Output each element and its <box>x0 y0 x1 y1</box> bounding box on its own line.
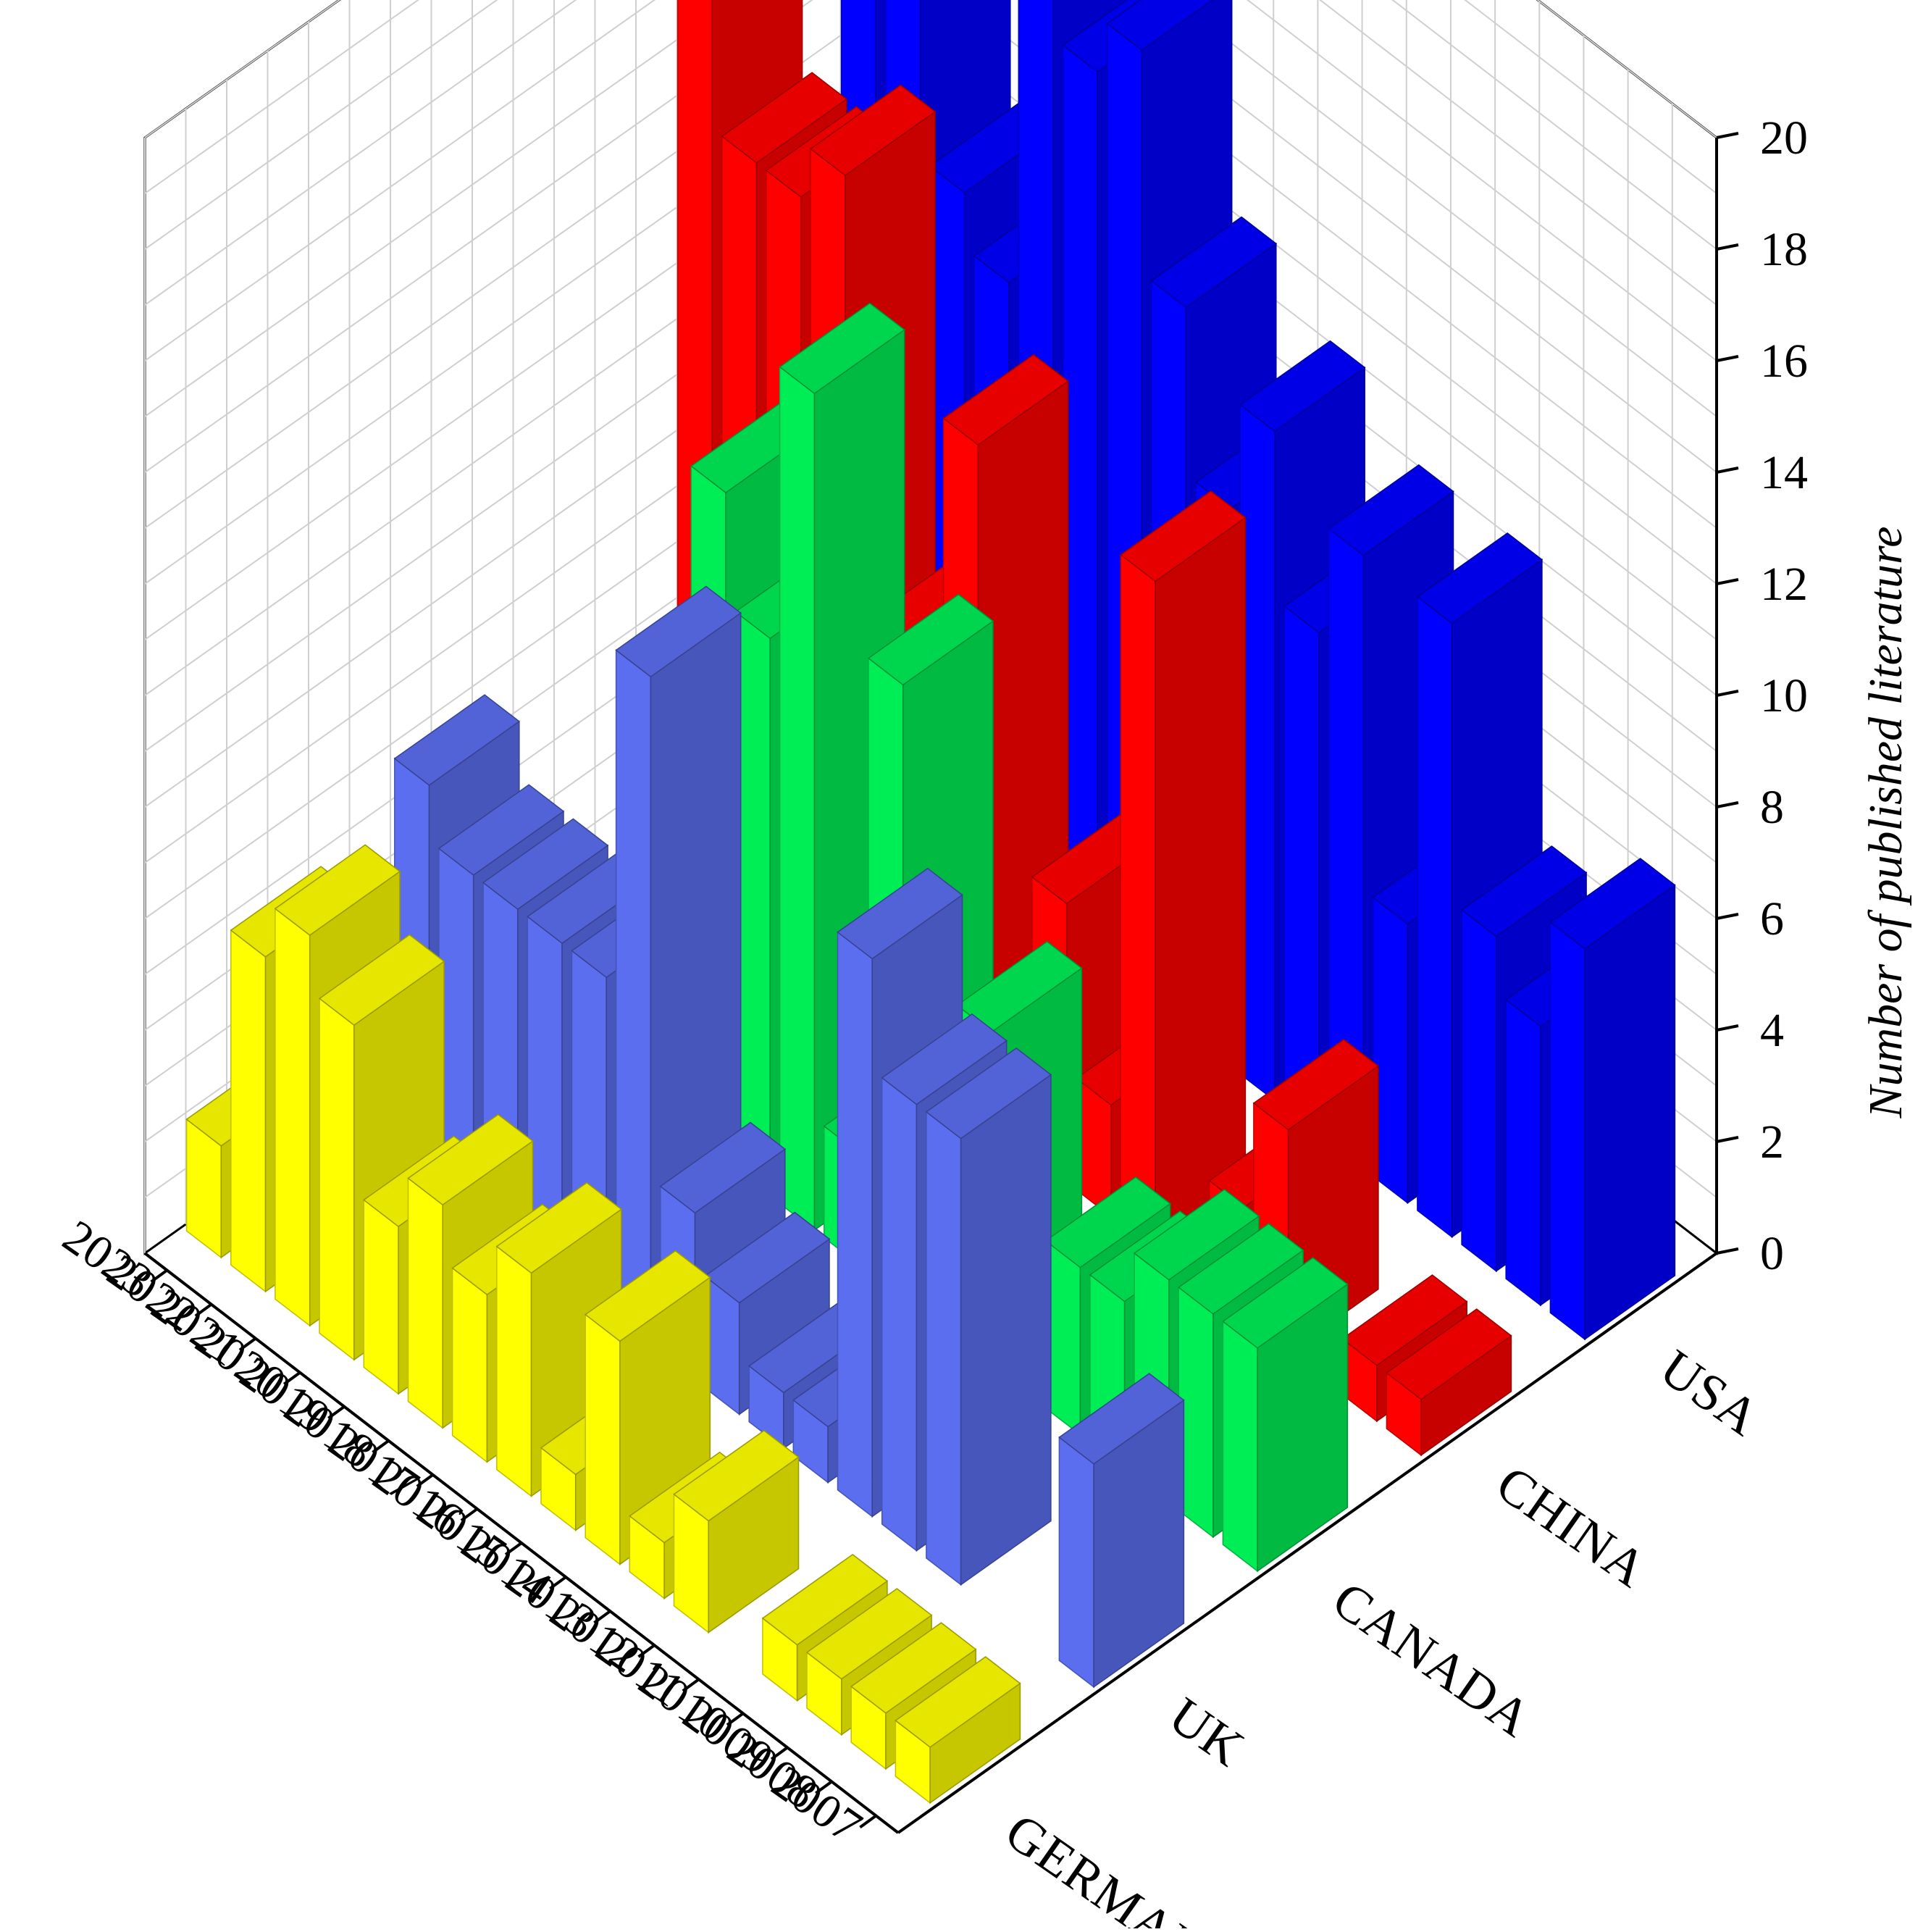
year-tick <box>682 1678 700 1692</box>
z-tick-label: 8 <box>1760 781 1784 834</box>
z-tick-label: 2 <box>1760 1116 1784 1168</box>
year-tick <box>770 1746 789 1760</box>
year-tick <box>327 1405 345 1420</box>
z-tick <box>1716 578 1739 585</box>
z-tick <box>1716 1247 1739 1255</box>
country-label: CHINA <box>1486 1455 1658 1599</box>
year-tick <box>859 1814 877 1829</box>
z-tick <box>1716 690 1739 697</box>
year-tick <box>150 1268 168 1284</box>
year-tick <box>637 1644 655 1658</box>
z-gridline <box>144 0 1717 529</box>
z-tick <box>1716 913 1739 920</box>
year-tick <box>416 1473 434 1488</box>
country-label: UK <box>1159 1686 1255 1778</box>
year-tick <box>726 1712 745 1726</box>
year-tick <box>372 1439 390 1454</box>
z-gridline <box>144 0 1717 417</box>
z-tick-label: 20 <box>1760 112 1808 164</box>
bar-uk-2007 <box>1058 1373 1185 1689</box>
z-tick <box>1716 801 1739 808</box>
year-tick <box>549 1576 567 1590</box>
z-tick-label: 6 <box>1760 892 1784 945</box>
z-tick-label: 18 <box>1760 223 1808 276</box>
z-tick-label: 4 <box>1760 1004 1784 1057</box>
z-tick-label: 0 <box>1760 1227 1784 1280</box>
z-tick-label: 16 <box>1760 335 1808 388</box>
z-tick-label: 14 <box>1760 446 1808 499</box>
z-tick <box>1716 467 1739 474</box>
country-axis <box>897 1252 1718 1834</box>
year-tick <box>194 1302 212 1318</box>
bar-china-2007 <box>1386 1308 1512 1457</box>
year-tick <box>593 1610 611 1624</box>
country-label: USA <box>1650 1339 1770 1447</box>
z-gridline <box>144 0 1717 250</box>
z-axis-title: Number of published literature <box>1859 526 1912 1118</box>
year-tick <box>815 1780 833 1795</box>
z-tick <box>1716 243 1739 251</box>
z-tick-label: 12 <box>1760 558 1808 611</box>
bar-germany-2016 <box>495 1182 623 1497</box>
year-tick <box>238 1337 257 1352</box>
bar-germany-2012 <box>673 1429 800 1634</box>
country-label: CANADA <box>1323 1571 1542 1749</box>
z-tick <box>1716 132 1739 139</box>
year-tick <box>504 1542 523 1556</box>
year-tick <box>282 1371 301 1386</box>
bar-canada-2007 <box>1222 1257 1349 1573</box>
z-tick <box>1716 1136 1739 1143</box>
z-gridline <box>144 0 1717 194</box>
year-tick <box>460 1507 478 1522</box>
bar-uk-2010 <box>925 1047 1052 1586</box>
country-label: GERMANY <box>995 1802 1249 1928</box>
z-tick-label: 10 <box>1760 669 1808 722</box>
bar-germany-2007 <box>895 1656 1021 1805</box>
z-gridline <box>144 0 1717 306</box>
bar-usa-2007 <box>1549 858 1676 1341</box>
axes <box>143 132 1739 1834</box>
z-gridline <box>144 0 1717 473</box>
bar-china-2013 <box>1120 490 1247 1253</box>
z-tick <box>1716 355 1739 362</box>
z-gridline <box>144 0 1717 361</box>
z-tick <box>1716 1024 1739 1032</box>
bars <box>185 0 1676 1805</box>
